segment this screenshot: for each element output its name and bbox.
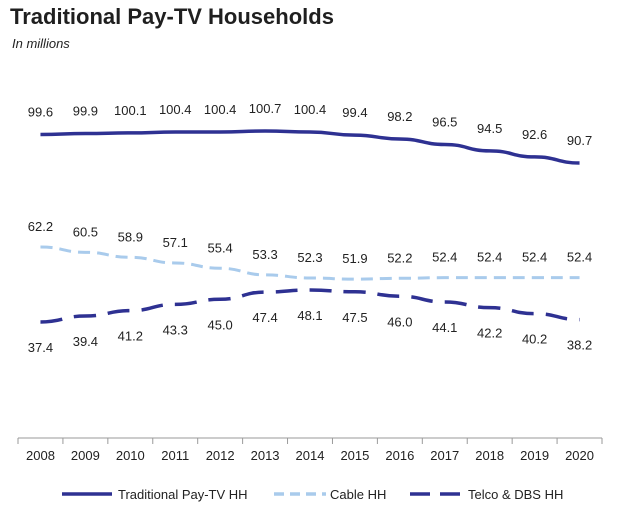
data-label: 100.4	[294, 102, 327, 117]
x-tick-label: 2019	[520, 448, 549, 463]
data-label: 41.2	[118, 329, 143, 344]
x-tick-label: 2020	[565, 448, 594, 463]
data-label: 100.7	[249, 101, 282, 116]
x-tick-label: 2015	[340, 448, 369, 463]
data-label: 46.0	[387, 314, 412, 329]
data-label: 37.4	[28, 340, 53, 355]
data-label: 47.5	[342, 310, 367, 325]
data-label: 52.3	[297, 250, 322, 265]
data-label: 99.6	[28, 105, 53, 120]
data-label: 92.6	[522, 127, 547, 142]
chart-title: Traditional Pay-TV Households	[10, 4, 334, 29]
data-label: 40.2	[522, 332, 547, 347]
data-label: 98.2	[387, 109, 412, 124]
data-label: 55.4	[207, 240, 232, 255]
x-tick-label: 2008	[26, 448, 55, 463]
legend-label-cable-hh: Cable HH	[330, 487, 386, 502]
data-label: 48.1	[297, 308, 322, 323]
data-label: 99.4	[342, 105, 367, 120]
x-tick-label: 2010	[116, 448, 145, 463]
x-tick-label: 2018	[475, 448, 504, 463]
data-label: 52.4	[432, 250, 457, 265]
data-label: 45.0	[207, 317, 232, 332]
data-label: 100.1	[114, 103, 147, 118]
data-label: 100.4	[204, 102, 237, 117]
data-label: 51.9	[342, 251, 367, 266]
x-tick-label: 2009	[71, 448, 100, 463]
series-line-traditional-pay-tv-hh	[40, 129, 580, 165]
series-line-cable-hh	[40, 245, 580, 281]
data-label: 52.4	[567, 250, 592, 265]
x-tick-label: 2014	[296, 448, 325, 463]
data-label: 52.4	[522, 250, 547, 265]
data-label: 99.9	[73, 104, 98, 119]
data-label: 62.2	[28, 219, 53, 234]
data-label: 60.5	[73, 224, 98, 239]
data-label: 39.4	[73, 334, 98, 349]
data-label: 96.5	[432, 114, 457, 129]
x-tick-label: 2013	[251, 448, 280, 463]
x-tick-label: 2017	[430, 448, 459, 463]
data-label: 53.3	[252, 247, 277, 262]
data-label: 38.2	[567, 338, 592, 353]
data-label: 57.1	[163, 235, 188, 250]
x-tick-label: 2012	[206, 448, 235, 463]
data-label: 90.7	[567, 133, 592, 148]
data-label: 58.9	[118, 229, 143, 244]
legend-label-traditional-pay-tv-hh: Traditional Pay-TV HH	[118, 487, 248, 502]
legend-label-telco-dbs-hh: Telco & DBS HH	[468, 487, 563, 502]
data-label: 42.2	[477, 326, 502, 341]
data-label: 44.1	[432, 320, 457, 335]
x-tick-label: 2016	[385, 448, 414, 463]
data-label: 52.4	[477, 250, 502, 265]
data-label: 43.3	[163, 322, 188, 337]
data-label: 52.2	[387, 250, 412, 265]
series-line-telco-dbs-hh	[40, 288, 580, 324]
chart-subtitle: In millions	[12, 36, 70, 51]
data-label: 47.4	[252, 310, 277, 325]
data-label: 94.5	[477, 121, 502, 136]
x-tick-label: 2011	[161, 448, 189, 463]
data-label: 100.4	[159, 102, 192, 117]
